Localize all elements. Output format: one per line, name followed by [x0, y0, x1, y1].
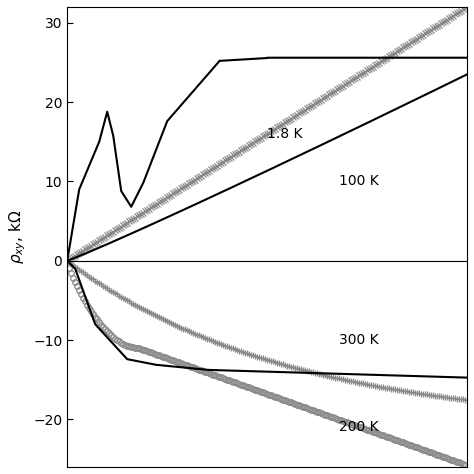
Text: 300 K: 300 K — [339, 333, 379, 347]
Text: 1.8 K: 1.8 K — [267, 127, 302, 141]
Text: 200 K: 200 K — [339, 420, 379, 434]
Y-axis label: $\rho_{xy}$, k$\Omega$: $\rho_{xy}$, k$\Omega$ — [7, 210, 27, 264]
Text: 100 K: 100 K — [339, 174, 379, 189]
